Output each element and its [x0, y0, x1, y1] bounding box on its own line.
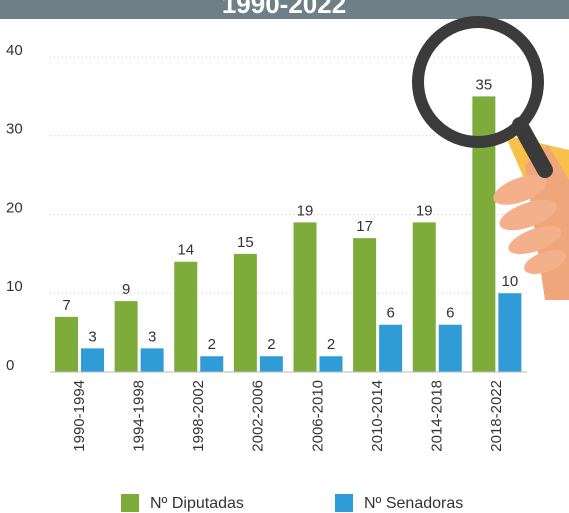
x-tick-label: 2018-2022 — [488, 380, 505, 452]
y-tick-label: 0 — [6, 357, 14, 374]
plot-area: 0 10 20 30 40 7 9 14 15 19 17 19 35 3 3 2 2 2 6 6 10 1990-199… — [6, 42, 527, 452]
x-tick-label: 1994-1998 — [130, 380, 147, 452]
x-tick-label: 1998-2002 — [190, 380, 207, 452]
data-label: 17 — [356, 218, 373, 235]
legend-label: Nº Senadoras — [364, 495, 463, 512]
y-tick-label: 30 — [6, 121, 23, 138]
data-label: 2 — [327, 336, 335, 353]
data-label: 35 — [476, 76, 493, 93]
bar — [353, 238, 376, 372]
x-tick-label: 1990-1994 — [71, 380, 88, 452]
legend: Nº Diputadas Nº Senadoras — [121, 494, 463, 512]
data-label: 7 — [62, 297, 70, 314]
x-tick-label: 2010-2014 — [369, 380, 386, 452]
bar — [379, 325, 402, 372]
chart: 1990-2022 0 10 20 30 40 7 9 14 15 19 17 19 35 3 3 2 2 2 6 6… — [0, 0, 569, 513]
bar — [200, 356, 223, 372]
bar — [260, 356, 283, 372]
data-label: 3 — [88, 328, 96, 345]
x-tick-label: 2014-2018 — [429, 380, 446, 452]
bar — [413, 222, 436, 372]
bar — [115, 301, 138, 372]
data-label: 14 — [177, 242, 194, 259]
bar — [141, 348, 164, 372]
x-tick-label: 2002-2006 — [250, 380, 267, 452]
bar — [174, 262, 197, 372]
bar — [498, 293, 521, 372]
data-label: 6 — [386, 305, 394, 322]
y-tick-label: 40 — [6, 42, 23, 59]
legend-swatch — [335, 494, 353, 512]
data-label: 15 — [237, 234, 254, 251]
bar — [439, 325, 462, 372]
data-label: 3 — [148, 328, 156, 345]
bar — [55, 317, 78, 372]
data-label: 2 — [267, 336, 275, 353]
bar — [320, 356, 343, 372]
chart-title: 1990-2022 — [222, 0, 346, 19]
legend-swatch — [121, 494, 139, 512]
bar — [294, 222, 317, 372]
y-tick-label: 20 — [6, 199, 23, 216]
y-tick-label: 10 — [6, 278, 23, 295]
data-label: 2 — [208, 336, 216, 353]
data-label: 9 — [122, 281, 130, 298]
data-label: 19 — [297, 202, 314, 219]
data-label: 10 — [502, 273, 519, 290]
bar — [234, 254, 257, 372]
data-label: 6 — [446, 305, 454, 322]
legend-label: Nº Diputadas — [150, 495, 244, 512]
data-label: 19 — [416, 202, 433, 219]
bar — [81, 348, 104, 372]
x-tick-label: 2006-2010 — [309, 380, 326, 452]
